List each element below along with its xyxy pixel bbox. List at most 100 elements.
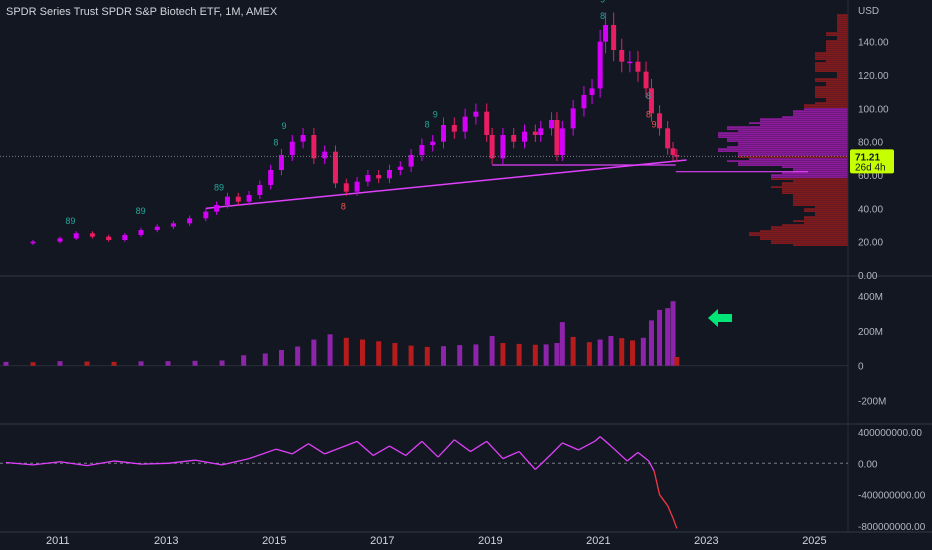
profile-row — [727, 128, 848, 130]
oscillator-segment — [405, 440, 423, 456]
td-sequential-label: 89 — [214, 183, 224, 193]
time-axis-tick: 2015 — [262, 535, 286, 547]
support-trendline — [205, 159, 687, 210]
candle-body — [89, 233, 95, 237]
td-sequential-label: 9 — [433, 109, 438, 119]
profile-row — [793, 180, 848, 182]
profile-row — [826, 32, 848, 34]
candle-body — [419, 145, 425, 155]
volume-bar — [424, 346, 430, 366]
candle-body — [268, 170, 274, 185]
price-axis-tick: 0.00 — [858, 271, 878, 282]
profile-row — [837, 28, 848, 30]
oscillator-segment — [324, 447, 342, 455]
profile-row — [793, 220, 848, 222]
profile-row — [804, 104, 848, 106]
volume-axis-tick: 200M — [858, 327, 883, 338]
price-axis-unit: USD — [858, 6, 879, 17]
profile-row — [760, 236, 848, 238]
volume-axis-tick: 400M — [858, 292, 883, 303]
candle-body — [187, 218, 193, 224]
candle-body — [538, 128, 544, 135]
profile-row — [718, 148, 848, 150]
candle-body — [665, 128, 671, 149]
profile-row — [738, 152, 848, 154]
oscillator-segment — [389, 445, 407, 457]
axes: 0.0020.0040.0060.0080.00100.00120.00140.… — [46, 6, 926, 547]
profile-row — [837, 22, 848, 24]
profile-row — [760, 120, 848, 122]
profile-row — [771, 178, 848, 180]
profile-row — [793, 170, 848, 172]
profile-row — [826, 50, 848, 52]
profile-row — [837, 76, 848, 78]
oscillator-segment — [648, 460, 655, 472]
volume-profile — [718, 14, 848, 246]
profile-row — [815, 70, 848, 72]
volume-bar — [586, 342, 592, 366]
profile-row — [749, 158, 848, 160]
profile-row — [771, 186, 848, 188]
price-series — [0, 12, 848, 245]
candle-body — [343, 183, 349, 192]
profile-row — [793, 202, 848, 204]
candle-body — [106, 236, 112, 240]
profile-row — [815, 68, 848, 70]
profile-row — [793, 194, 848, 196]
candle-body — [635, 61, 641, 72]
volume-bar — [343, 337, 349, 366]
td-sequential-label-red: 9 — [651, 120, 656, 130]
profile-row — [727, 126, 848, 128]
profile-row — [804, 108, 848, 110]
volume-bar — [597, 339, 603, 366]
price-axis-tick: 60.00 — [858, 171, 883, 182]
volume-bar — [674, 356, 680, 366]
volume-bar — [473, 344, 479, 366]
volume-bar — [559, 322, 565, 366]
oscillator-axis-tick: 400000000.00 — [858, 428, 922, 439]
time-axis-tick: 2013 — [154, 535, 178, 547]
profile-row — [826, 100, 848, 102]
profile-row — [815, 66, 848, 68]
volume-bar — [138, 361, 144, 366]
candle-body — [322, 151, 328, 159]
profile-row — [793, 198, 848, 200]
candle-body — [441, 125, 447, 142]
volume-bar — [554, 343, 560, 366]
oscillator-segment — [308, 443, 326, 455]
candle-body — [500, 135, 506, 159]
candle-body — [203, 211, 209, 219]
volume-bar — [657, 309, 663, 366]
volume-bar — [241, 355, 247, 366]
countdown-label: 26d 4h — [855, 162, 886, 173]
profile-row — [815, 102, 848, 104]
profile-row — [815, 52, 848, 54]
candle-body — [332, 151, 338, 184]
oscillator-segment — [486, 440, 504, 460]
profile-row — [771, 228, 848, 230]
candle-body — [511, 135, 517, 142]
profile-row — [815, 56, 848, 58]
oscillator-series — [0, 436, 848, 529]
candle-body — [559, 128, 565, 155]
profile-row — [771, 226, 848, 228]
profile-row — [815, 54, 848, 56]
sequential-labels: 8989898989988889 — [65, 0, 656, 226]
volume-bar — [30, 362, 36, 366]
profile-row — [804, 210, 848, 212]
candle-body — [451, 125, 457, 132]
oscillator-segment — [672, 518, 678, 529]
oscillator-segment — [594, 436, 601, 442]
profile-row — [815, 206, 848, 208]
profile-row — [771, 174, 848, 176]
profile-row — [727, 138, 848, 140]
profile-row — [837, 74, 848, 76]
candle-body — [311, 135, 317, 159]
profile-row — [727, 160, 848, 162]
volume-bar — [3, 361, 9, 366]
volume-bar — [648, 320, 654, 366]
candle-body — [648, 88, 654, 114]
candle-body — [570, 108, 576, 129]
